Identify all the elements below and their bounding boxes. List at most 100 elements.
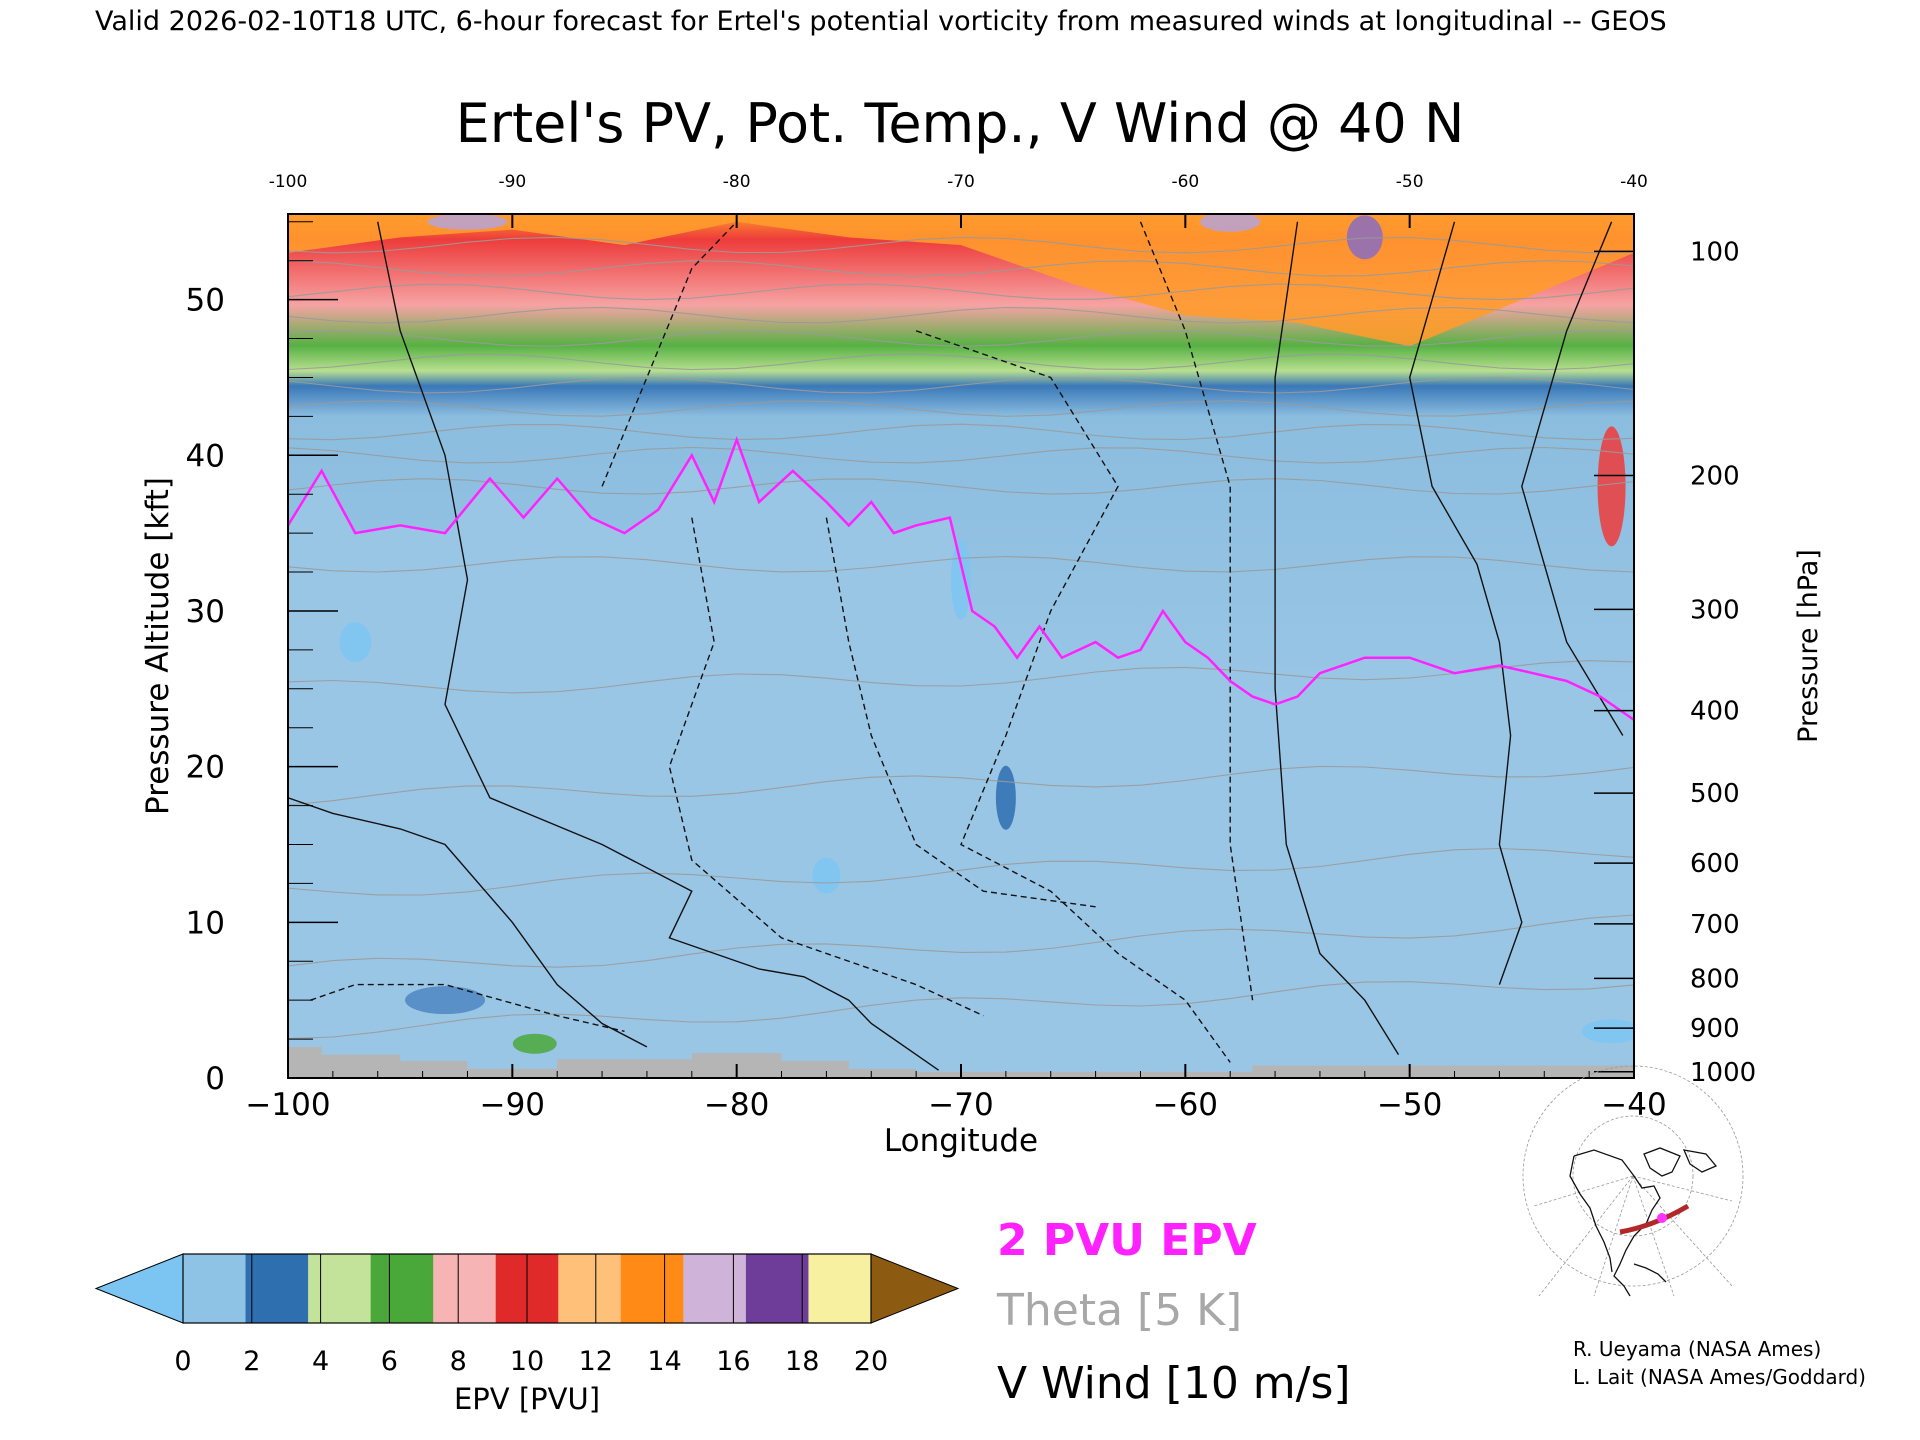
- v-wind-contours: [288, 221, 1624, 1071]
- top-tick-label: -80: [723, 172, 751, 192]
- top-tick-label: -50: [1396, 172, 1424, 192]
- pressure-tick-label: 1000: [1690, 1058, 1756, 1088]
- upper-orange-band: [288, 214, 1634, 347]
- plot-area: [288, 214, 1634, 1078]
- v-wind-contour: [825, 517, 1096, 908]
- colorbar-over-arrow: [870, 1253, 960, 1324]
- colorbar-segment: [558, 1254, 622, 1323]
- pressure-tick-label: 800: [1690, 964, 1740, 994]
- theta-contour: [288, 236, 1634, 254]
- epv-colorbar: 0 2 4 6 8 10 12 14 16 18 20: [94, 1253, 960, 1377]
- colorbar-segment: [683, 1254, 747, 1323]
- x-tick-label: −100: [245, 1087, 330, 1123]
- v-wind-contour: [1139, 221, 1254, 1001]
- pressure-tick-label: 400: [1690, 697, 1740, 727]
- epv-patch: [512, 1033, 557, 1054]
- colorbar-tick-label: 18: [785, 1346, 819, 1377]
- v-wind-contour: [1274, 221, 1400, 1055]
- colorbar-segment: [745, 1254, 809, 1323]
- v-wind-contour: [1521, 221, 1624, 736]
- colorbar-segment: [370, 1254, 434, 1323]
- epv-patch: [1597, 426, 1626, 547]
- valid-time-header: Valid 2026-02-10T18 UTC, 6-hour forecast…: [95, 6, 1667, 37]
- terrain-mask: [288, 1046, 1634, 1078]
- epv-patch: [339, 622, 372, 663]
- x-tick-label: −90: [480, 1087, 545, 1123]
- theta-contour: [288, 376, 1634, 394]
- colorbar-tick-label: 12: [579, 1346, 613, 1377]
- theta-contour: [288, 660, 1634, 694]
- colorbar-tick-label: 4: [312, 1346, 329, 1377]
- colorbar-segment: [245, 1254, 309, 1323]
- colorbar-tick-label: 2: [243, 1346, 260, 1377]
- y-axis-label-left: Pressure Altitude [kft]: [140, 477, 176, 815]
- v-wind-contour: [288, 797, 648, 1048]
- theta-contours: [288, 236, 1634, 1040]
- theta-contour: [288, 306, 1634, 324]
- pressure-axis-ticks: 100 200 300 400 500 600 700 800 900 1000: [1594, 237, 1756, 1088]
- pressure-tick-label: 900: [1690, 1014, 1740, 1044]
- theta-contour: [288, 283, 1634, 301]
- colorbar-under-arrow: [94, 1253, 184, 1324]
- inset-location-map: [1522, 1065, 1744, 1297]
- y-tick-label: 50: [186, 283, 225, 319]
- pressure-tick-label: 300: [1690, 595, 1740, 625]
- y-tick-label: 40: [186, 438, 225, 474]
- colorbar-segment: [308, 1254, 372, 1323]
- theta-contour: [288, 765, 1634, 806]
- theta-contour: [288, 400, 1634, 417]
- pressure-tick-label: 200: [1690, 462, 1740, 492]
- v-wind-contour: [915, 330, 1231, 1063]
- theta-contour: [288, 260, 1634, 277]
- y-tick-label: 20: [186, 750, 225, 786]
- top-tick-label: -90: [498, 172, 526, 192]
- epv-patch: [951, 539, 971, 620]
- y-tick-label: 30: [186, 594, 225, 630]
- top-tick-label: -40: [1620, 172, 1648, 192]
- x-tick-label: −40: [1601, 1087, 1666, 1123]
- pressure-tick-label: 100: [1690, 237, 1740, 267]
- theta-contour: [288, 981, 1634, 1040]
- colorbar-tick-label: 8: [450, 1346, 467, 1377]
- v-wind-contour: [1408, 221, 1523, 985]
- top-tick-label: -70: [947, 172, 975, 192]
- two-pvu-contour: [288, 436, 1634, 721]
- epv-patch: [995, 765, 1016, 830]
- epv-patch: [427, 214, 508, 230]
- colorbar-tick-label: 16: [716, 1346, 750, 1377]
- colorbar-tick-label: 14: [647, 1346, 681, 1377]
- epv-patch: [405, 986, 486, 1015]
- credit-line-1: R. Ueyama (NASA Ames): [1573, 1337, 1821, 1361]
- top-tick-label: -60: [1171, 172, 1199, 192]
- theta-contour: [288, 423, 1634, 441]
- y-tick-label: 0: [205, 1061, 225, 1097]
- x-tick-label: −80: [704, 1087, 769, 1123]
- colorbar-tick-label: 0: [174, 1346, 191, 1377]
- colorbar-tick-label: 10: [510, 1346, 544, 1377]
- colorbar-segment: [620, 1254, 684, 1323]
- epv-patch: [1346, 215, 1383, 260]
- x-tick-label: −50: [1377, 1087, 1442, 1123]
- epv-patch: [1200, 214, 1261, 232]
- top-longitude-tick-labels: -100 -90 -80 -70 -60 -50 -40: [269, 172, 1648, 192]
- epv-patch: [1581, 1019, 1634, 1044]
- y-axis-ticks: 0 10 20 30 40 50: [186, 221, 338, 1097]
- pressure-tick-label: 700: [1690, 910, 1740, 940]
- epv-patches: [339, 214, 1634, 1054]
- colorbar-segment: [183, 1254, 247, 1323]
- inset-location-marker: [1657, 1213, 1667, 1223]
- chart-title: Ertel's PV, Pot. Temp., V Wind @ 40 N: [456, 92, 1465, 155]
- credit-line-2: L. Lait (NASA Ames/Goddard): [1573, 1365, 1866, 1389]
- pressure-tick-label: 600: [1690, 849, 1740, 879]
- theta-contour: [288, 353, 1634, 371]
- v-wind-contour: [668, 517, 984, 1017]
- legend-2pvu-epv: 2 PVU EPV: [997, 1215, 1257, 1266]
- x-tick-label: −70: [928, 1087, 993, 1123]
- y-axis-label-right: Pressure [hPa]: [1793, 549, 1824, 743]
- theta-contour: [288, 914, 1634, 968]
- legend-v-wind: V Wind [10 m/s]: [997, 1358, 1351, 1409]
- colorbar-label: EPV [PVU]: [454, 1382, 600, 1416]
- pressure-tick-label: 500: [1690, 779, 1740, 809]
- x-tick-label: −60: [1153, 1087, 1218, 1123]
- epv-patch: [812, 857, 841, 894]
